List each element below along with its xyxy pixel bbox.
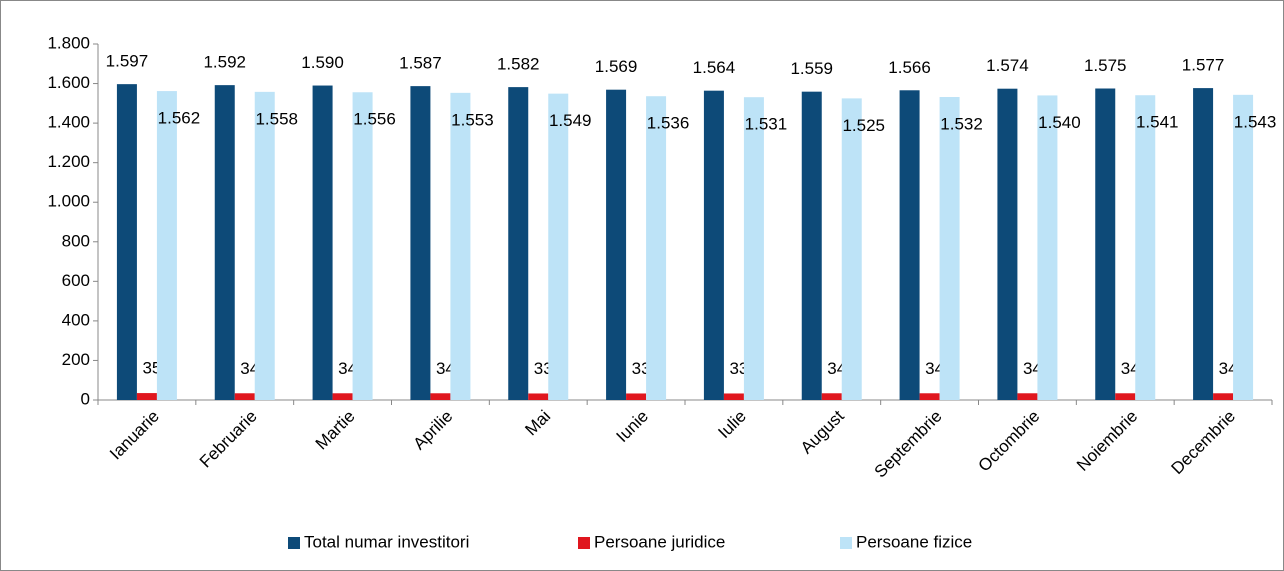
data-label: 34 [1023, 359, 1042, 378]
bar [606, 89, 627, 400]
data-label: 1.541 [1136, 113, 1179, 132]
bar [548, 93, 569, 401]
bar [1193, 88, 1214, 401]
bar [254, 91, 275, 401]
bar [1095, 88, 1116, 400]
data-label: 1.577 [1182, 56, 1225, 75]
bar [1017, 393, 1038, 400]
legend-label: Persoane juridice [594, 532, 725, 551]
bar [234, 393, 255, 400]
bar [156, 91, 177, 401]
bar [528, 393, 549, 400]
data-label: 34 [1219, 359, 1238, 378]
data-label: 1.590 [301, 53, 344, 72]
data-label: 1.536 [647, 114, 690, 133]
y-tick-label: 1.000 [47, 192, 90, 211]
bar [116, 84, 137, 400]
data-label: 1.549 [549, 111, 592, 130]
legend-label: Persoane fizice [856, 532, 972, 551]
legend-label: Total numar investitori [304, 532, 469, 551]
data-label: 1.532 [940, 114, 983, 133]
data-label: 34 [827, 359, 846, 378]
bar [801, 91, 822, 401]
bar [626, 393, 647, 400]
data-label: 1.525 [842, 116, 885, 135]
data-label: 1.597 [106, 52, 149, 71]
data-label: 34 [925, 359, 944, 378]
data-label: 1.553 [451, 110, 494, 129]
data-label: 34 [338, 359, 357, 378]
data-label: 1.531 [745, 115, 788, 134]
data-label: 33 [632, 359, 651, 378]
bar [410, 86, 431, 401]
data-label: 34 [240, 359, 259, 378]
data-label: 1.582 [497, 55, 540, 74]
bar [508, 87, 529, 401]
data-label: 1.558 [255, 109, 298, 128]
data-label: 1.592 [203, 53, 246, 72]
legend-swatch [288, 537, 300, 549]
bar [136, 393, 157, 400]
data-label: 1.543 [1234, 112, 1277, 131]
bar [332, 393, 353, 400]
y-tick-label: 1.200 [47, 152, 90, 171]
bar [1233, 94, 1254, 400]
bar [723, 393, 744, 400]
bar [743, 97, 764, 401]
bar [1115, 393, 1136, 400]
y-tick-label: 800 [62, 231, 90, 250]
bar [646, 96, 667, 401]
data-label: 1.587 [399, 54, 442, 73]
bar [821, 393, 842, 400]
data-label: 33 [534, 359, 553, 378]
bar [997, 88, 1018, 400]
y-tick-label: 600 [62, 271, 90, 290]
bar [939, 97, 960, 400]
y-tick-label: 1.800 [47, 33, 90, 52]
data-label: 1.569 [595, 57, 638, 76]
data-label: 1.566 [888, 58, 931, 77]
data-label: 1.556 [353, 110, 396, 129]
data-label: 34 [1121, 359, 1140, 378]
bar [899, 90, 920, 400]
legend-swatch [840, 537, 852, 549]
legend-swatch [578, 537, 590, 549]
bar [703, 90, 724, 401]
y-tick-label: 0 [81, 389, 90, 408]
y-tick-label: 400 [62, 310, 90, 329]
y-tick-label: 1.400 [47, 113, 90, 132]
bar [312, 85, 333, 401]
data-label: 33 [729, 359, 748, 378]
bar [841, 98, 862, 400]
y-tick-label: 1.600 [47, 73, 90, 92]
data-label: 1.559 [790, 59, 833, 78]
data-label: 1.540 [1038, 113, 1081, 132]
data-label: 35 [142, 359, 161, 378]
bar [450, 92, 471, 401]
bar [1135, 95, 1156, 401]
bar [214, 85, 235, 400]
data-label: 1.574 [986, 56, 1029, 75]
data-label: 1.562 [158, 109, 201, 128]
y-tick-label: 200 [62, 350, 90, 369]
bar [1037, 95, 1058, 400]
data-label: 1.564 [693, 58, 736, 77]
bar [1213, 393, 1234, 400]
bar [352, 92, 373, 400]
data-label: 34 [436, 359, 455, 378]
data-label: 1.575 [1084, 56, 1127, 75]
bar [919, 393, 940, 400]
bar [430, 393, 451, 400]
